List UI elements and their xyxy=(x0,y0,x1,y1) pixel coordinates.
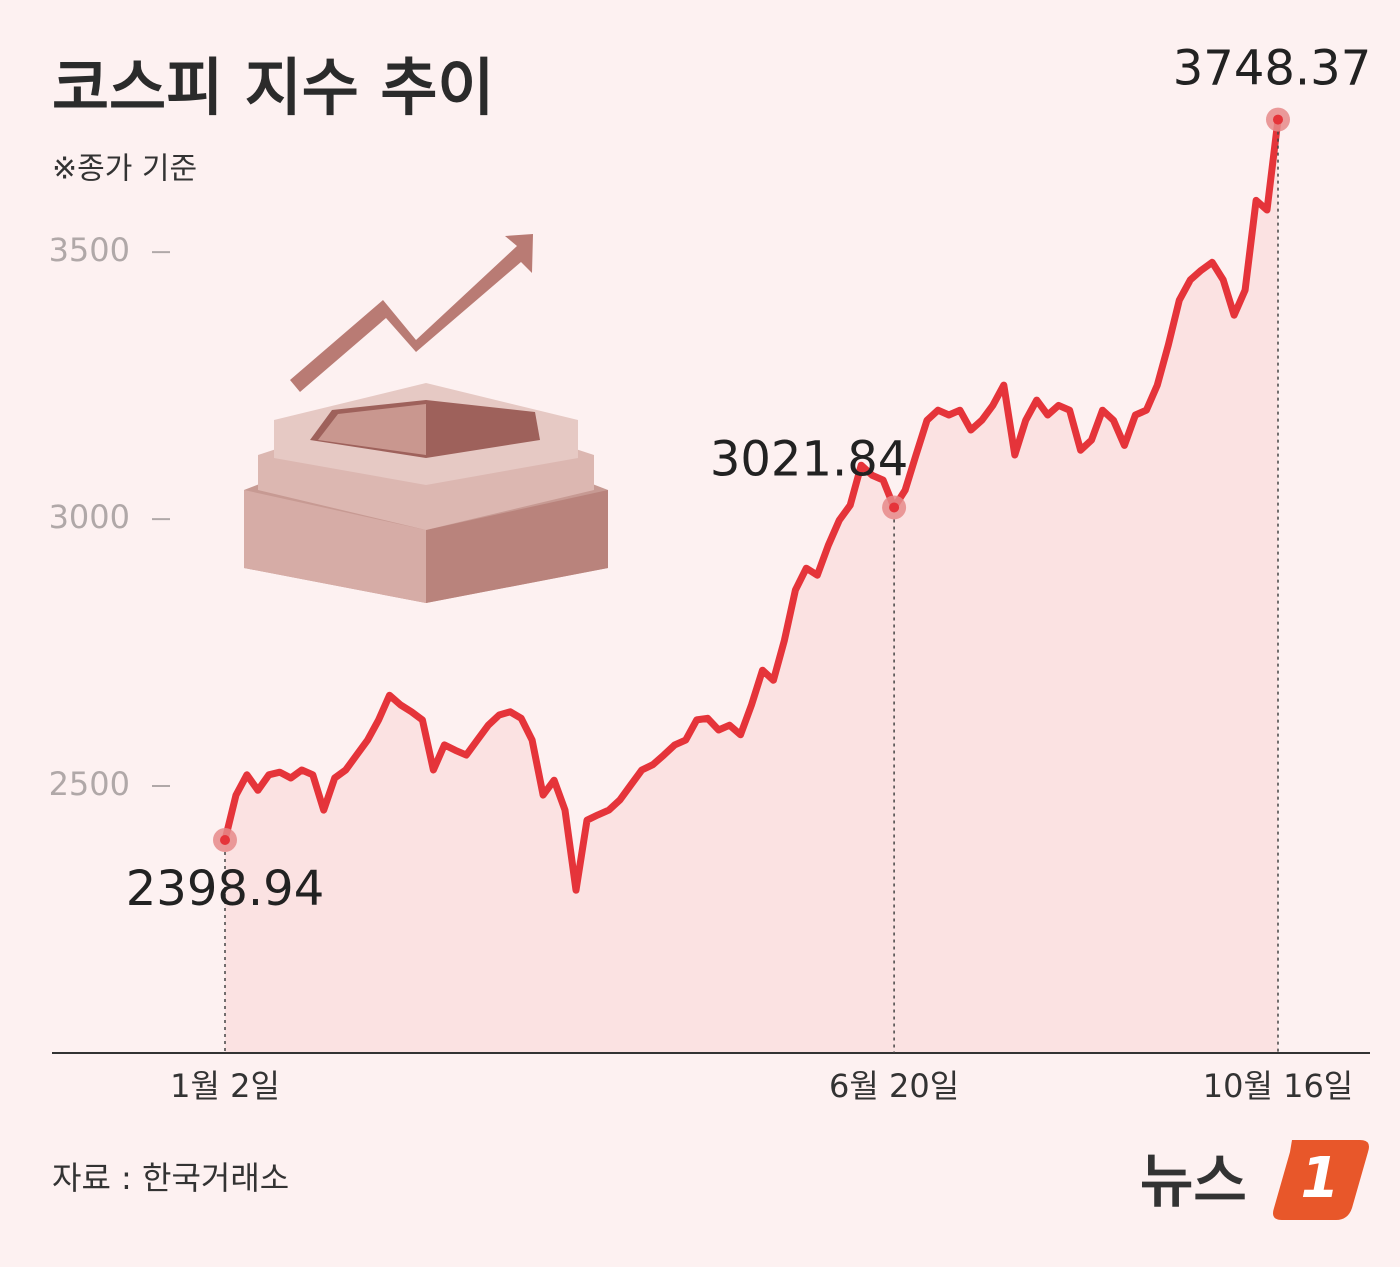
point-marker xyxy=(220,835,230,846)
area xyxy=(225,119,1278,1054)
point-marker xyxy=(1273,114,1283,125)
x-tick-label: 10월 16일 xyxy=(1203,1067,1354,1105)
brand-badge xyxy=(1273,1140,1369,1220)
x-tick-label: 1월 2일 xyxy=(170,1067,280,1105)
source: 자료 : 한국거래소 xyxy=(52,1159,289,1197)
brand-mark: 1 xyxy=(1301,1146,1340,1211)
line xyxy=(221,116,1282,894)
point-marker xyxy=(889,502,900,513)
brand-logo: 뉴스 1 xyxy=(1140,1140,1369,1220)
data-label: 3748.37 xyxy=(1173,41,1372,97)
chart-subtitle: ※종가 기준 xyxy=(52,152,197,187)
x-tick-label: 6월 20일 xyxy=(829,1067,959,1105)
illustration xyxy=(244,234,608,603)
brand-text: 뉴스 xyxy=(1140,1147,1247,1215)
y-tick-label: 2500 xyxy=(49,765,130,803)
y-tick-label: 3500 xyxy=(49,231,130,269)
y-tick-label: 3000 xyxy=(49,498,130,536)
data-label: 2398.94 xyxy=(126,861,325,917)
chart-title: 코스피 지수 추이 xyxy=(52,51,494,124)
data-label: 3021.84 xyxy=(710,431,909,487)
